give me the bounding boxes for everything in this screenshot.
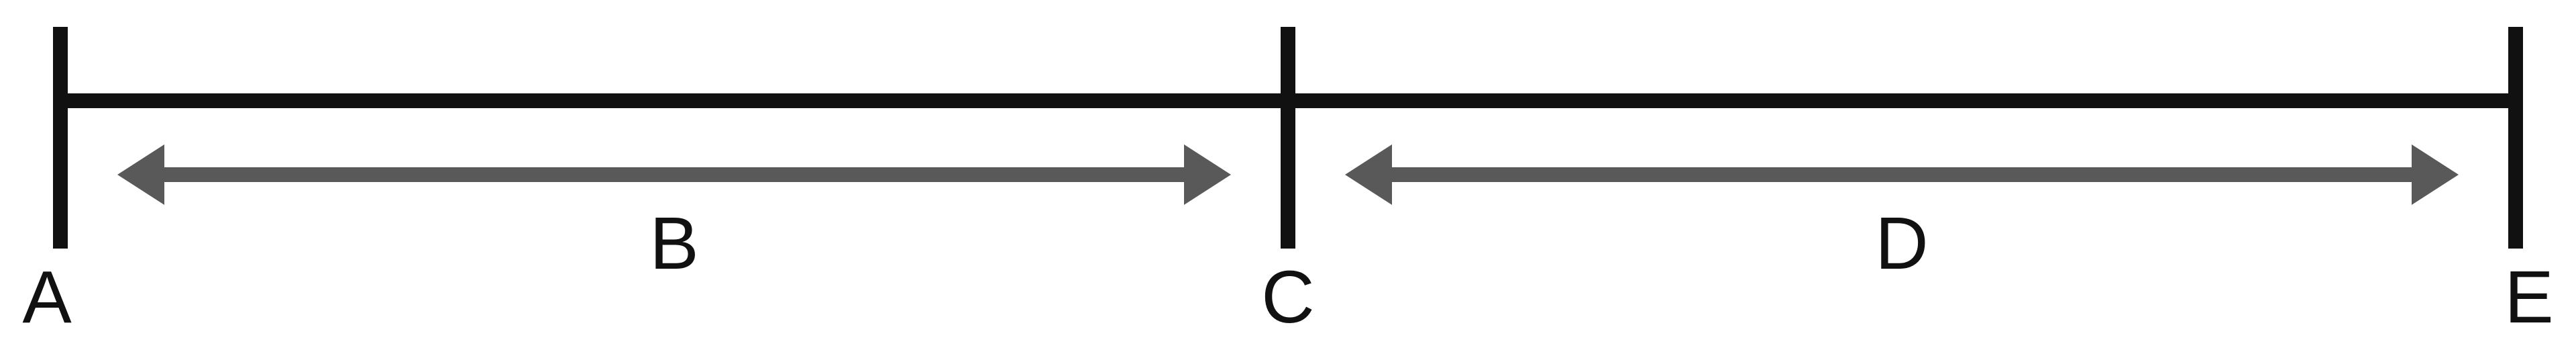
arrow-B-head-left	[117, 144, 164, 205]
arrow-B-head-right	[1184, 144, 1231, 205]
ticks-group	[60, 27, 2516, 249]
label-E: E	[2504, 256, 2553, 339]
label-B: B	[649, 202, 698, 285]
arrow-B	[117, 144, 1231, 205]
arrow-D	[1345, 144, 2459, 205]
arrow-D-head-left	[1345, 144, 1392, 205]
label-C: C	[1261, 256, 1314, 339]
label-D: D	[1875, 202, 1928, 285]
line-segment-diagram: A B C D E	[0, 0, 2576, 350]
label-A: A	[22, 256, 72, 339]
diagram-svg: A B C D E	[0, 0, 2576, 350]
arrow-D-head-right	[2412, 144, 2459, 205]
